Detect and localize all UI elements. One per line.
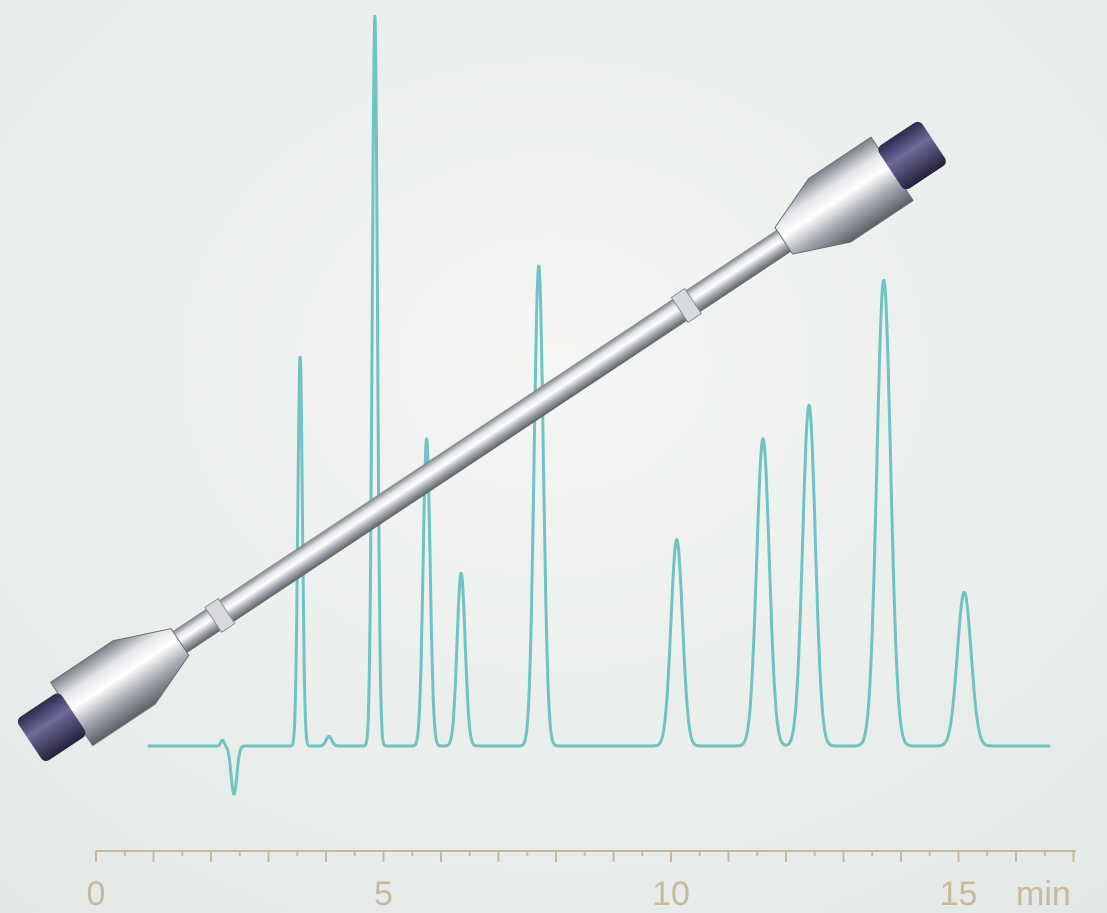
- column-band-left: [204, 597, 236, 634]
- x-tick-label: 15: [940, 875, 978, 913]
- x-tick-label: 5: [374, 875, 393, 913]
- x-axis-tick-labels: 0 5 10 15: [87, 875, 978, 913]
- column-end-fitting-left: [49, 628, 190, 747]
- x-tick-label: 10: [652, 875, 690, 913]
- chromatogram-trace: [146, 14, 1052, 796]
- x-axis-minor-ticks: [95, 851, 1075, 862]
- hplc-column-image: [17, 121, 946, 761]
- column-cap-left: [17, 693, 86, 761]
- column-end-fitting-right: [774, 136, 914, 255]
- column-band-right: [670, 287, 703, 324]
- x-tick-label: 0: [87, 875, 106, 913]
- x-axis: 0 5 10 15 min: [87, 850, 1076, 913]
- x-axis-unit-label: min: [1016, 875, 1071, 913]
- column-cap-right: [878, 121, 946, 190]
- column-tube: [147, 205, 829, 670]
